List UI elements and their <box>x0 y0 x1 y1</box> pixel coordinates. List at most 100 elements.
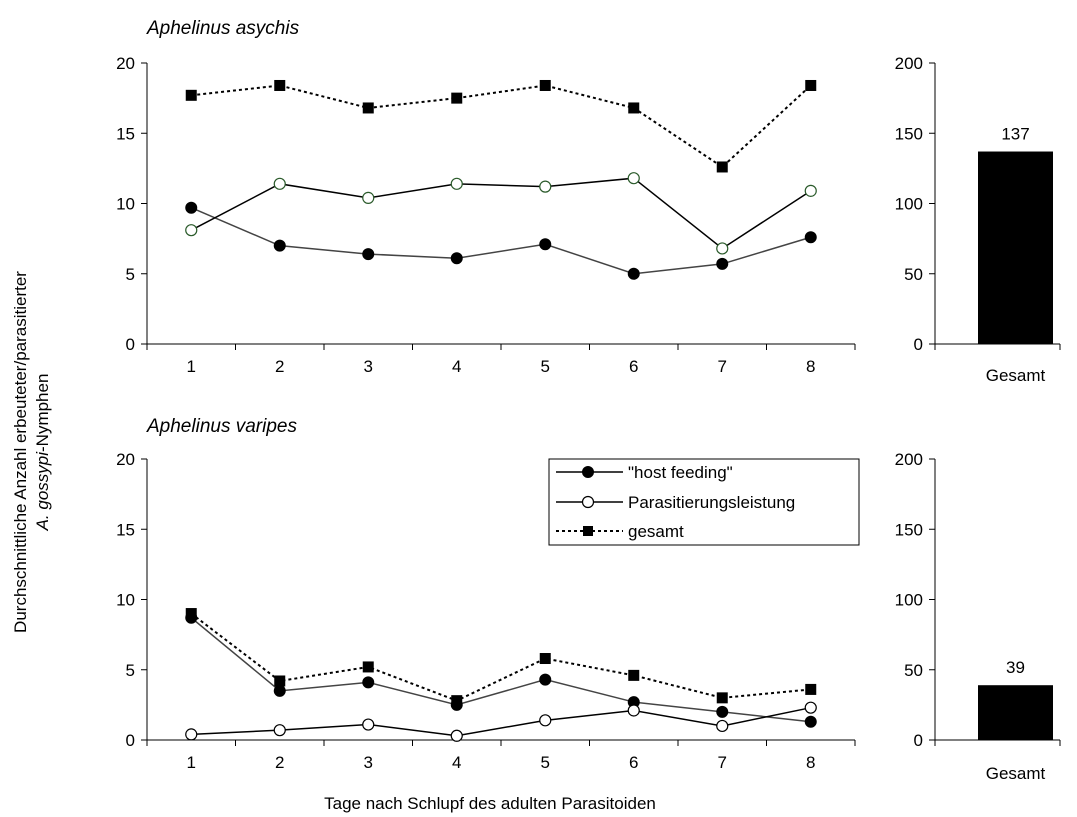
data-point-host <box>716 257 729 270</box>
series-line-0 <box>190 617 811 723</box>
y-tick-label: 0 <box>914 731 923 750</box>
data-point-para <box>185 224 198 237</box>
y-tick-label: 0 <box>914 335 923 354</box>
data-point-para <box>362 191 375 204</box>
y-tick-label: 150 <box>895 520 923 539</box>
y-tick-label: 15 <box>116 124 135 143</box>
x-tick-label: 5 <box>541 357 550 376</box>
data-point-total <box>451 92 463 104</box>
x-axis-label: Tage nach Schlupf des adulten Parasitoid… <box>324 794 656 813</box>
legend: "host feeding" Parasitierungsleistung ge… <box>548 458 860 546</box>
x-tick-label: 3 <box>364 753 373 772</box>
y-axis-label-group: Durchschnittliche Anzahl erbeuteter/para… <box>11 271 52 633</box>
data-point-host <box>273 684 286 697</box>
data-point-para <box>450 729 463 742</box>
data-point-para <box>185 728 198 741</box>
y-tick-label: 0 <box>126 731 135 750</box>
data-point-total <box>805 683 817 695</box>
x-tick-label: 3 <box>364 357 373 376</box>
data-point-host <box>185 611 198 624</box>
y-tick-label: 15 <box>116 520 135 539</box>
data-point-host <box>716 705 729 718</box>
data-point-para <box>716 719 729 733</box>
x-tick-label: Gesamt <box>986 764 1046 783</box>
data-point-host <box>450 698 463 711</box>
line-chart-varipes: 0 5 10 15 20 Aphelinus varipes 1 2 3 4 5 6 7 8 <box>116 416 856 772</box>
chart-title: Aphelinus asychis <box>146 18 300 39</box>
data-point-para <box>450 177 463 190</box>
data-point-para <box>627 704 640 717</box>
x-tick-label: 8 <box>806 357 815 376</box>
data-point-total <box>716 161 728 173</box>
series-line-2 <box>190 612 811 702</box>
x-tick-label: 6 <box>629 357 638 376</box>
data-point-para <box>716 242 729 255</box>
data-point-host <box>804 715 817 728</box>
data-point-para <box>273 724 286 737</box>
data-point-total <box>274 675 286 687</box>
bar-chart-varipes: 0 50 100 150 200 39 Gesamt <box>895 450 1061 783</box>
data-point-para <box>627 172 640 185</box>
y-tick-label: 20 <box>116 54 135 73</box>
series-line-0 <box>190 207 811 275</box>
y-tick-label: 150 <box>895 124 923 143</box>
legend-marker-para <box>581 495 595 509</box>
data-point-total <box>539 79 551 91</box>
y-tick-label: 100 <box>895 195 923 214</box>
series-line-1 <box>190 177 812 250</box>
x-tick-label: 1 <box>187 357 196 376</box>
legend-marker-total <box>583 526 593 536</box>
data-point-para <box>804 701 817 714</box>
data-point-host <box>273 239 286 252</box>
bar-chart-asychis: 0 50 100 150 200 137 Gesamt <box>895 54 1061 385</box>
data-point-host <box>539 673 552 686</box>
x-tick-label: Gesamt <box>986 366 1046 385</box>
x-tick-label: 2 <box>275 753 284 772</box>
bar-data-label: 39 <box>1006 658 1025 677</box>
x-tick-label: 2 <box>275 357 284 376</box>
data-point-total <box>628 102 640 114</box>
legend-label-total: gesamt <box>628 522 684 541</box>
data-point-host <box>185 201 198 214</box>
bar <box>978 151 1053 344</box>
data-point-host <box>539 238 552 251</box>
y-tick-label: 200 <box>895 450 923 469</box>
data-point-total <box>362 661 374 673</box>
y-tick-label: 50 <box>904 265 923 284</box>
data-point-para <box>539 180 552 193</box>
x-tick-label: 7 <box>718 357 727 376</box>
chart-title: Aphelinus varipes <box>146 416 297 437</box>
data-point-host <box>627 267 640 280</box>
legend-label-para: Parasitierungsleistung <box>628 493 795 512</box>
y-tick-label: 10 <box>116 195 135 214</box>
y-tick-label: 100 <box>895 591 923 610</box>
data-point-host <box>450 252 463 265</box>
y-tick-label: 5 <box>126 661 135 680</box>
y-tick-label: 200 <box>895 54 923 73</box>
x-tick-label: 5 <box>541 753 550 772</box>
data-point-para <box>804 184 817 197</box>
x-tick-label: 6 <box>629 753 638 772</box>
data-point-host <box>362 248 375 261</box>
y-axis-label-rest: -Nymphen <box>33 374 52 452</box>
data-point-total <box>805 79 817 91</box>
series-line-2 <box>191 84 812 169</box>
line-chart-asychis: 0 5 10 15 20 Aphelinus asychis 1 2 3 4 5 6 7 8 <box>116 18 856 376</box>
y-tick-label: 0 <box>126 335 135 354</box>
y-tick-label: 20 <box>116 450 135 469</box>
x-tick-label: 8 <box>806 753 815 772</box>
data-point-total <box>539 653 551 665</box>
data-point-total <box>185 89 197 101</box>
data-point-para <box>539 714 552 727</box>
y-axis-label-line2: A. gossypi-Nymphen <box>33 374 52 532</box>
series-line-1 <box>191 706 811 737</box>
data-point-total <box>716 692 728 704</box>
data-point-para <box>362 718 375 731</box>
data-point-host <box>362 676 375 689</box>
y-axis-label-line1: Durchschnittliche Anzahl erbeuteter/para… <box>11 271 30 633</box>
bar-data-label: 137 <box>1001 125 1029 144</box>
legend-label-host: "host feeding" <box>628 463 733 482</box>
data-point-para <box>273 177 286 190</box>
data-point-total <box>628 669 640 681</box>
